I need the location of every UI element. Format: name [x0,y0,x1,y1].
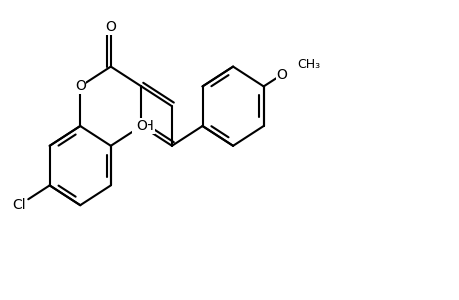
Text: Cl: Cl [12,198,26,212]
Text: O: O [75,80,85,93]
Text: O: O [105,20,116,34]
Text: NH: NH [133,119,154,133]
Text: CH₃: CH₃ [296,58,319,71]
Text: O: O [276,68,287,82]
Text: O: O [136,119,146,133]
